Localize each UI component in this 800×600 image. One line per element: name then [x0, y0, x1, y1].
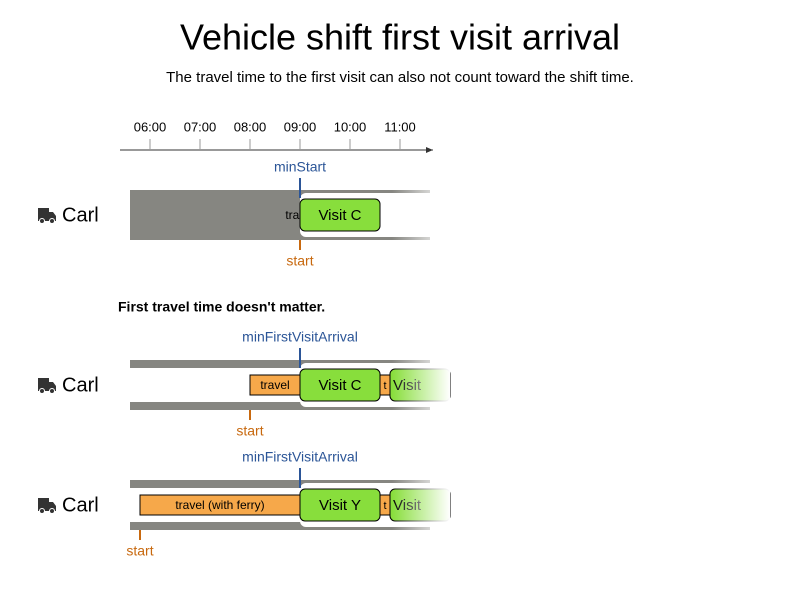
vehicle-name: Carl — [62, 374, 99, 396]
fade-overlay — [392, 358, 450, 412]
truck-icon — [38, 498, 56, 511]
start-label: start — [126, 543, 153, 559]
travel-label: t — [383, 380, 386, 392]
axis-ticks: 06:00 07:00 08:00 09:00 10:00 11:00 — [134, 119, 416, 150]
truck-icon — [38, 208, 56, 221]
visit-block — [299, 198, 381, 232]
truck-icon — [38, 378, 56, 391]
truck-wheel — [49, 218, 55, 224]
subtitle: The travel time to the first visit can a… — [166, 69, 634, 86]
tick-label: 10:00 — [334, 119, 367, 134]
tick-label: 08:00 — [234, 119, 267, 134]
section-heading: First travel time doesn't matter. — [118, 299, 325, 315]
travel-label: t — [383, 500, 386, 512]
travel-label: travel (with ferry) — [175, 498, 264, 512]
visit-label: Visit C — [318, 377, 361, 394]
tick-label: 09:00 — [284, 119, 317, 134]
tick-label: 07:00 — [184, 119, 217, 134]
start-label: start — [286, 253, 313, 269]
truck-wheel — [39, 508, 45, 514]
tick-label: 06:00 — [134, 119, 167, 134]
marker-label: minFirstVisitArrival — [242, 449, 358, 465]
tick-label: 11:00 — [384, 119, 416, 134]
travel-label: travel — [260, 378, 289, 392]
title: Vehicle shift first visit arrival — [180, 17, 620, 58]
visit-label: Visit Y — [319, 497, 361, 514]
truck-wheel — [39, 388, 45, 394]
truck-wheel — [49, 388, 55, 394]
fade-overlay — [392, 188, 450, 242]
vehicle-name: Carl — [62, 204, 99, 226]
start-label: start — [236, 423, 263, 439]
marker-label: minFirstVisitArrival — [242, 329, 358, 345]
truck-wheel — [39, 218, 45, 224]
fade-overlay — [392, 478, 450, 532]
rows: Carl travel Visit C minStart start Carl travel… — [38, 159, 451, 559]
vehicle-name: Carl — [62, 494, 99, 516]
truck-wheel — [49, 508, 55, 514]
visit-label: Visit C — [318, 207, 361, 224]
marker-label: minStart — [274, 159, 326, 175]
